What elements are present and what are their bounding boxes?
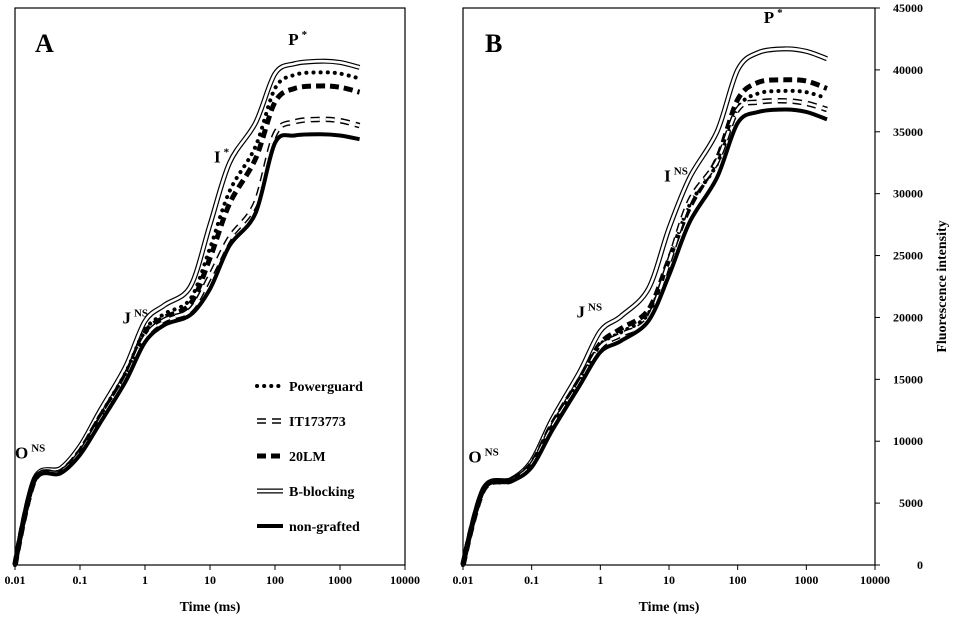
x-tick-label: 10000	[860, 573, 890, 587]
x-axis-title: Time (ms)	[639, 600, 700, 615]
legend-label: Powerguard	[289, 380, 363, 395]
y-tick-label: 40000	[893, 63, 923, 77]
y-tick-label: 0	[917, 558, 923, 572]
series-line-it173773	[12, 116, 361, 566]
annotation-significance: *	[224, 147, 230, 159]
x-tick-label: 10000	[390, 573, 420, 587]
legend-label: B-blocking	[289, 485, 354, 500]
y-tick-label: 35000	[893, 125, 923, 139]
panel-label: A	[35, 29, 54, 58]
x-tick-label: 10	[204, 573, 216, 587]
series-stroke	[461, 88, 829, 567]
series-stroke	[13, 70, 362, 567]
x-tick-label: 1000	[328, 573, 352, 587]
annotation-letter: I	[214, 148, 221, 167]
annotation-significance: NS	[588, 301, 602, 313]
series-stroke	[13, 132, 360, 566]
series-line-non-grafted	[13, 132, 360, 566]
annotation-significance: *	[777, 7, 783, 19]
panel-label: B	[485, 29, 502, 58]
annotation-letter: O	[468, 447, 481, 466]
y-tick-label: 10000	[893, 434, 923, 448]
point-annotation-j: J NS	[577, 301, 603, 321]
annotation-significance: NS	[31, 443, 45, 455]
series-line-non-grafted	[461, 107, 828, 566]
series-line-b-blocking	[12, 58, 361, 566]
series-stroke	[461, 47, 828, 566]
legend-label: 20LM	[289, 450, 326, 465]
point-annotation-i: I *	[214, 147, 230, 167]
point-annotation-o: O NS	[468, 446, 498, 466]
y-tick-label: 5000	[899, 496, 923, 510]
x-tick-label: 0.1	[73, 573, 88, 587]
legend: Powerguard IT173773 20LM B-blocking non-graf…	[255, 380, 363, 535]
series-stroke	[461, 99, 828, 566]
series-stroke	[13, 59, 360, 566]
x-tick-label: 1	[142, 573, 148, 587]
annotation-significance: NS	[485, 446, 499, 458]
x-tick-label: 0.01	[453, 573, 474, 587]
legend-label: IT173773	[289, 415, 346, 430]
series-line-it173773	[460, 97, 828, 566]
series-line-b-blocking	[460, 46, 828, 566]
annotation-significance: *	[302, 29, 308, 41]
x-tick-label: 100	[729, 573, 747, 587]
annotation-letter: P	[764, 8, 774, 27]
y-tick-label: 20000	[893, 310, 923, 324]
y-axis-title: Fluorescence intensity	[935, 220, 950, 352]
y-tick-label: 30000	[893, 187, 923, 201]
x-tick-label: 10	[663, 573, 675, 587]
point-annotation-o: O NS	[15, 443, 45, 463]
annotation-letter: O	[15, 444, 28, 463]
series-stroke	[461, 107, 828, 566]
annotation-significance: NS	[674, 165, 688, 177]
x-tick-label: 0.1	[524, 573, 539, 587]
x-tick-label: 100	[266, 573, 284, 587]
annotation-letter: I	[664, 166, 671, 185]
annotation-letter: P	[288, 30, 298, 49]
x-tick-label: 0.01	[5, 573, 26, 587]
series-line-powerguard	[13, 70, 362, 567]
point-annotation-j: J NS	[122, 308, 148, 328]
series-stroke	[13, 118, 360, 566]
y-tick-label: 45000	[893, 1, 923, 15]
plot-frame	[462, 7, 876, 566]
legend-label: non-grafted	[289, 520, 360, 535]
x-axis-title: Time (ms)	[180, 600, 241, 615]
point-annotation-p: P *	[288, 29, 307, 49]
point-annotation-p: P *	[764, 7, 783, 27]
annotation-letter: J	[122, 309, 131, 328]
series-line-powerguard	[461, 88, 829, 567]
x-tick-label: 1000	[794, 573, 818, 587]
panel-b-chart: 0.01 0.1 1 10 100 1000 10000 Time (ms) 0 5000 1000…	[453, 1, 951, 615]
series-stroke	[460, 46, 828, 566]
point-annotation-i: I NS	[664, 165, 688, 185]
series-stroke	[460, 97, 828, 566]
y-tick-label: 15000	[893, 372, 923, 386]
annotation-significance: NS	[134, 308, 148, 320]
annotation-letter: J	[577, 302, 586, 321]
x-tick-label: 1	[597, 573, 603, 587]
y-tick-label: 25000	[893, 249, 923, 263]
